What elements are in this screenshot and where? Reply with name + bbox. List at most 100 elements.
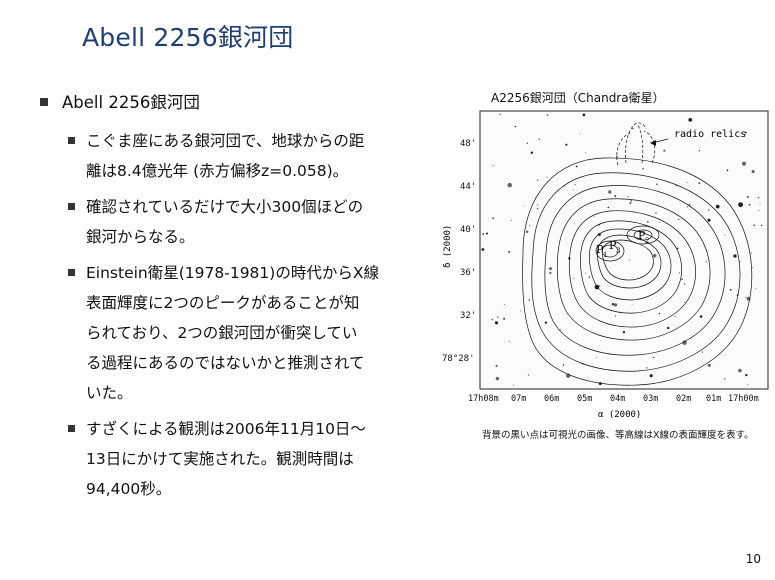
x-tick-label: 05m	[577, 394, 592, 404]
star-dot	[627, 196, 629, 198]
star-dot	[582, 113, 586, 117]
sub-bullet-line: 13日にかけて実施された。観測時間は	[86, 450, 354, 468]
star-dot	[666, 326, 670, 330]
star-dot	[562, 364, 565, 366]
y-tick-label: 44'	[460, 182, 476, 192]
star-dot	[485, 232, 489, 235]
star-dot	[663, 149, 666, 152]
star-dot	[508, 250, 511, 253]
star-dot	[525, 230, 529, 234]
star-dot	[482, 233, 485, 235]
sub-bullet-location: こぐま座にある銀河団で、地球からの距 離は8.4億光年 (赤方偏移z=0.058…	[66, 126, 416, 186]
star-dot	[757, 196, 760, 199]
star-dot	[628, 259, 630, 261]
y-tick-label: 78°28'	[442, 354, 475, 364]
y-tick-label: 36'	[460, 268, 476, 278]
contour-line	[601, 244, 619, 258]
star-dot	[579, 345, 581, 347]
peak-label: P	[638, 229, 646, 242]
star-dot	[681, 278, 683, 280]
bullet-square-icon	[68, 269, 75, 276]
star-dot	[527, 374, 529, 376]
sub-bullet-line: られており、2つの銀河団が衝突してい	[86, 324, 358, 342]
x-tick-label: 17h00m	[728, 394, 759, 404]
star-dot	[514, 125, 517, 128]
sub-bullet-line: 表面輝度に2つのピークがあることが知	[86, 294, 360, 312]
bullet-square-icon	[68, 203, 75, 210]
star-dot	[596, 357, 598, 359]
star-dot	[683, 283, 686, 285]
star-dot	[649, 374, 653, 378]
star-dot	[616, 155, 618, 158]
bullet-main-text: Abell 2256銀河団	[62, 93, 200, 112]
star-dot	[494, 321, 499, 325]
x-tick-label: 02m	[676, 394, 691, 404]
star-dot	[548, 267, 553, 271]
contour-map-image: radio relics P 1 P 3 P 2 48' 44' 40' 36'…	[442, 110, 769, 420]
star-dot	[503, 303, 505, 305]
contour-line	[595, 240, 625, 262]
star-dot	[585, 152, 587, 154]
figure-title: A2256銀河団（Chandra衛星）	[491, 91, 665, 105]
sub-bullet-line: すざくによる観測は2006年11月10日〜	[86, 420, 366, 438]
sub-bullet-line: る過程にあるのではないかと推測されて	[86, 354, 365, 372]
contour-line	[626, 225, 660, 245]
sub-bullet-line: いた。	[86, 384, 133, 402]
star-dot	[653, 356, 655, 359]
star-dot	[715, 204, 720, 209]
star-dot	[608, 190, 612, 194]
x-tick-label: 03m	[643, 394, 658, 404]
star-dot	[546, 176, 548, 178]
star-dot	[630, 200, 632, 202]
star-dot	[537, 204, 539, 206]
star-dot	[599, 285, 601, 287]
star-dot	[537, 179, 539, 181]
sub-bullet-line: 確認されているだけで大小300個ほどの	[86, 198, 364, 216]
star-dot	[750, 252, 753, 254]
contour-line	[568, 210, 696, 328]
star-dot	[502, 317, 506, 320]
star-dot	[682, 340, 687, 345]
star-dot	[632, 127, 634, 130]
star-dot	[646, 367, 648, 369]
star-dot	[523, 205, 525, 207]
star-dot	[495, 364, 498, 367]
star-dot	[631, 304, 633, 305]
y-axis-label: δ (2000)	[443, 225, 453, 268]
sub-bullet-suzaku: すざくによる観測は2006年11月10日〜 13日にかけて実施された。観測時間は…	[66, 414, 416, 504]
y-tick-label: 48'	[460, 139, 476, 149]
contour-line	[544, 185, 726, 356]
star-dot	[705, 261, 708, 263]
radio-relic-contour	[625, 122, 647, 164]
star-dot	[530, 151, 533, 154]
star-dot	[520, 310, 522, 312]
star-dot	[507, 182, 512, 188]
star-dot	[747, 384, 749, 386]
star-dot	[491, 318, 494, 321]
star-dot	[588, 377, 590, 379]
star-dot	[642, 167, 644, 170]
star-dot	[760, 224, 763, 227]
contour-line	[589, 228, 672, 301]
star-dot	[724, 234, 726, 236]
star-dot	[745, 296, 747, 298]
y-tick-label: 32'	[460, 311, 476, 321]
sub-bullet-line: 94,400秒。	[86, 480, 172, 498]
star-dot	[572, 189, 574, 191]
star-dot	[658, 312, 660, 315]
star-dot	[676, 247, 679, 250]
contour-figure: radio relics P 1 P 3 P 2 48' 44' 40' 36'…	[438, 103, 773, 423]
star-dot	[544, 321, 548, 324]
star-dot	[611, 303, 615, 306]
bullet-square-icon	[68, 425, 75, 432]
star-dot	[748, 203, 751, 206]
bullet-main: Abell 2256銀河団	[36, 90, 416, 116]
star-dot	[684, 301, 686, 304]
star-dot	[707, 363, 711, 367]
star-dot	[575, 165, 578, 168]
star-dot	[614, 315, 616, 317]
bullet-square-icon	[40, 98, 48, 106]
star-dot	[751, 267, 753, 269]
bullet-square-icon	[68, 137, 75, 144]
star-dot	[708, 209, 710, 211]
